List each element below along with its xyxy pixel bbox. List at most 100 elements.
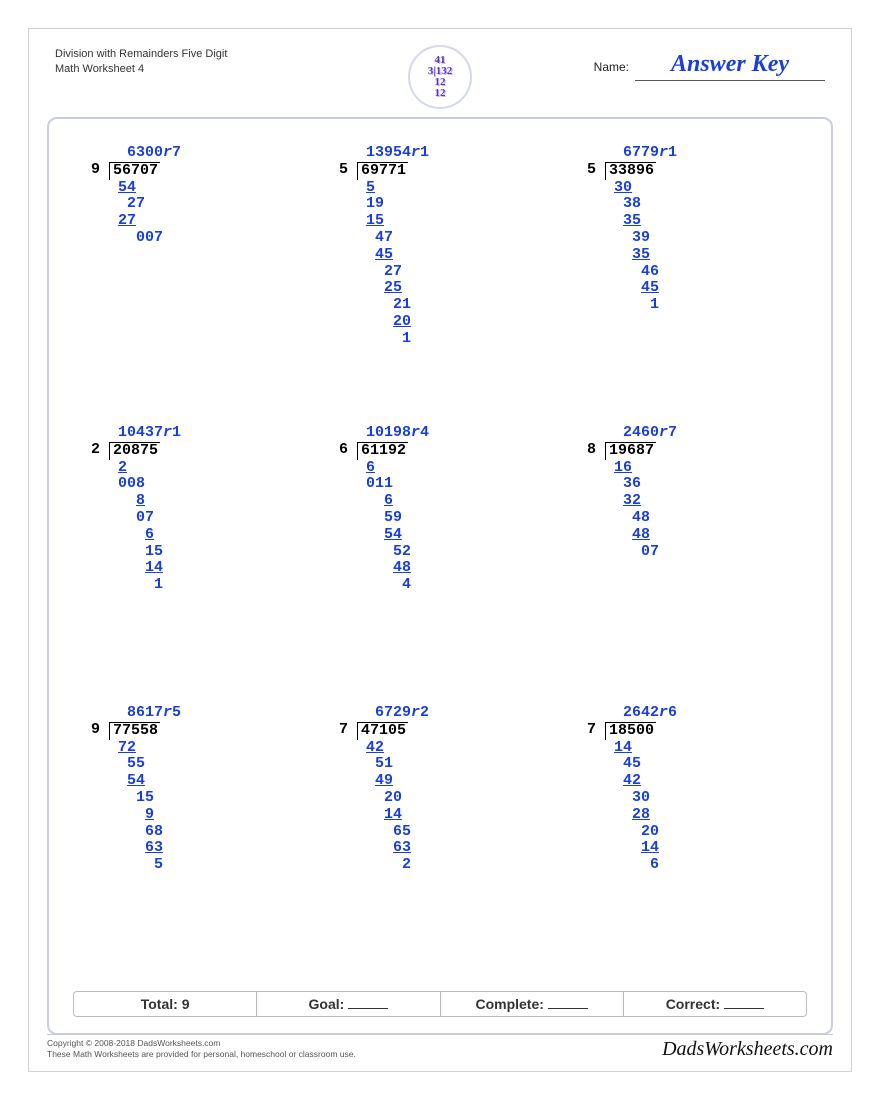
division-problem: 6779r1533896 30 38 35 39 35 46 45 1 (569, 145, 807, 413)
quotient-line: 6779r1 (605, 145, 807, 162)
problems-grid: 6300r7956707 54 27 27 007 13954r1569771 … (73, 145, 807, 973)
work-line: 51 (357, 756, 559, 773)
work-line: 39 (605, 230, 807, 247)
dividend-line: 569771 (357, 162, 559, 180)
work-line: 49 (357, 773, 559, 790)
work-line: 35 (605, 247, 807, 264)
quotient-line: 10437r1 (109, 425, 311, 442)
work-line: 9 (109, 807, 311, 824)
worksheet-page: Division with Remainders Five Digit Math… (28, 28, 852, 1072)
logo-icon: 413|1321212 (428, 55, 452, 99)
work-line: 6 (357, 460, 559, 477)
work-line: 65 (357, 824, 559, 841)
work-line: 007 (109, 230, 311, 247)
footer-brand: DadsWorksheets.com (662, 1038, 833, 1061)
title-line-2: Math Worksheet 4 (55, 62, 265, 77)
copyright: Copyright © 2008-2018 DadsWorksheets.com (47, 1038, 356, 1049)
work-line: 5 (109, 857, 311, 874)
problems-frame: 6300r7956707 54 27 27 007 13954r1569771 … (47, 117, 833, 1035)
footer-text: Copyright © 2008-2018 DadsWorksheets.com… (47, 1038, 356, 1060)
work-line: 47 (357, 230, 559, 247)
work-line: 07 (605, 544, 807, 561)
division-problem: 6729r2747105 42 51 49 20 14 65 63 2 (321, 705, 559, 973)
name-field: Name: Answer Key (594, 47, 825, 81)
quotient-line: 2642r6 (605, 705, 807, 722)
dividend-line: 956707 (109, 162, 311, 180)
work-line: 27 (109, 196, 311, 213)
work-line: 55 (109, 756, 311, 773)
quotient-line: 8617r5 (109, 705, 311, 722)
title-line-1: Division with Remainders Five Digit (55, 47, 265, 62)
work-line: 46 (605, 264, 807, 281)
work-line: 07 (109, 510, 311, 527)
work-line: 28 (605, 807, 807, 824)
work-line: 45 (605, 756, 807, 773)
work-line: 20 (357, 314, 559, 331)
work-line: 15 (109, 544, 311, 561)
answer-key-text: Answer Key (635, 51, 825, 81)
work-line: 011 (357, 476, 559, 493)
stats-bar: Total: 9 Goal: Complete: Correct: (73, 991, 807, 1017)
stat-correct: Correct: (624, 992, 806, 1016)
quotient-line: 2460r7 (605, 425, 807, 442)
stat-goal: Goal: (257, 992, 440, 1016)
quotient-line: 6729r2 (357, 705, 559, 722)
work-line: 38 (605, 196, 807, 213)
work-line: 14 (605, 740, 807, 757)
work-line: 42 (357, 740, 559, 757)
work-line: 72 (109, 740, 311, 757)
footer: Copyright © 2008-2018 DadsWorksheets.com… (47, 1034, 833, 1061)
quotient-line: 13954r1 (357, 145, 559, 162)
work-line: 20 (357, 790, 559, 807)
dividend-line: 977558 (109, 722, 311, 740)
work-line: 35 (605, 213, 807, 230)
name-label: Name: (594, 60, 629, 74)
division-problem: 2642r6718500 14 45 42 30 28 20 14 6 (569, 705, 807, 973)
work-line: 14 (109, 560, 311, 577)
dividend-line: 661192 (357, 442, 559, 460)
division-problem: 2460r7819687 16 36 32 48 48 07 (569, 425, 807, 693)
work-line: 15 (109, 790, 311, 807)
work-line: 59 (357, 510, 559, 527)
header: Division with Remainders Five Digit Math… (47, 47, 833, 103)
dividend-line: 819687 (605, 442, 807, 460)
division-problem: 13954r1569771 5 19 15 47 45 27 25 21 20 … (321, 145, 559, 413)
work-line: 19 (357, 196, 559, 213)
dividend-line: 747105 (357, 722, 559, 740)
dividend-line: 220875 (109, 442, 311, 460)
work-line: 25 (357, 280, 559, 297)
work-line: 48 (605, 510, 807, 527)
division-problem: 8617r5977558 72 55 54 15 9 68 63 5 (73, 705, 311, 973)
work-line: 42 (605, 773, 807, 790)
quotient-line: 10198r4 (357, 425, 559, 442)
work-line: 54 (109, 773, 311, 790)
work-line: 20 (605, 824, 807, 841)
stat-total: Total: 9 (74, 992, 257, 1016)
work-line: 2 (109, 460, 311, 477)
work-line: 45 (357, 247, 559, 264)
work-line: 6 (605, 857, 807, 874)
stat-complete: Complete: (441, 992, 624, 1016)
quotient-line: 6300r7 (109, 145, 311, 162)
work-line: 21 (357, 297, 559, 314)
work-line: 48 (605, 527, 807, 544)
work-line: 1 (605, 297, 807, 314)
work-line: 30 (605, 790, 807, 807)
work-line: 14 (357, 807, 559, 824)
work-line: 52 (357, 544, 559, 561)
work-line: 45 (605, 280, 807, 297)
work-line: 8 (109, 493, 311, 510)
work-line: 63 (109, 840, 311, 857)
work-line: 32 (605, 493, 807, 510)
dividend-line: 533896 (605, 162, 807, 180)
work-line: 36 (605, 476, 807, 493)
work-line: 6 (109, 527, 311, 544)
work-line: 68 (109, 824, 311, 841)
work-line: 54 (357, 527, 559, 544)
logo-badge: 413|1321212 (408, 45, 472, 109)
work-line: 4 (357, 577, 559, 594)
division-problem: 10437r1220875 2 008 8 07 6 15 14 1 (73, 425, 311, 693)
work-line: 1 (109, 577, 311, 594)
work-line: 48 (357, 560, 559, 577)
work-line: 16 (605, 460, 807, 477)
